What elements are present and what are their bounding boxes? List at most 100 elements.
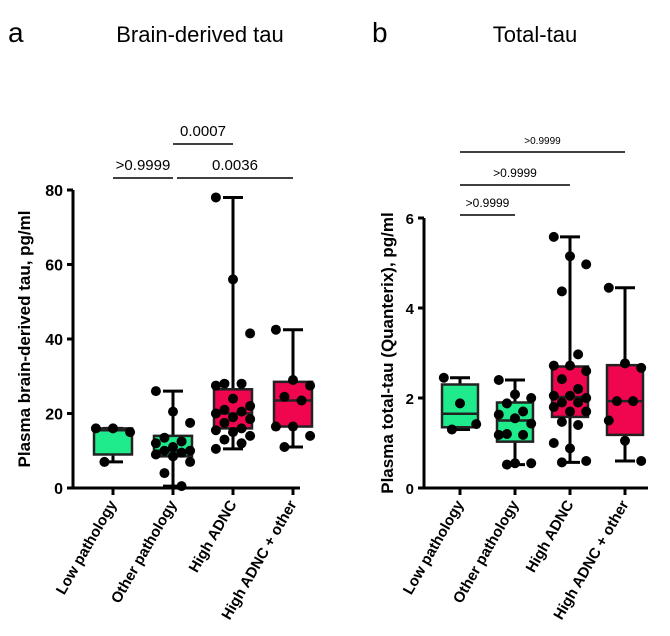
data-point xyxy=(176,447,187,458)
x-tick-label: Other pathology xyxy=(108,497,181,606)
data-point xyxy=(159,468,170,479)
data-point xyxy=(150,438,161,449)
panel-a: a Brain-derived tau 0 20 40 60 80 Plasma brain-… xyxy=(8,17,316,623)
data-point xyxy=(270,421,281,432)
data-point xyxy=(296,395,307,406)
data-point xyxy=(518,406,529,417)
data-point xyxy=(556,374,567,385)
data-point xyxy=(219,404,230,415)
data-point xyxy=(236,423,247,434)
data-point xyxy=(236,438,247,449)
data-point xyxy=(565,443,575,454)
data-point xyxy=(446,424,457,435)
data-point xyxy=(219,417,230,428)
data-point xyxy=(210,380,221,391)
data-point xyxy=(210,192,221,203)
x-tick-label: Low pathology xyxy=(53,497,121,598)
data-point xyxy=(636,362,647,373)
y-axis-label: Plasma brain-derived tau, pg/ml xyxy=(15,211,34,468)
data-point xyxy=(228,274,238,285)
data-point xyxy=(548,390,559,401)
data-point xyxy=(493,429,504,440)
data-point xyxy=(581,406,592,417)
data-point xyxy=(305,430,316,441)
data-point xyxy=(603,282,614,293)
box-3 xyxy=(270,324,316,453)
data-point xyxy=(573,349,584,360)
data-point xyxy=(581,366,592,376)
data-point xyxy=(573,420,584,430)
data-point xyxy=(168,406,178,417)
data-point xyxy=(228,427,238,438)
data-point xyxy=(501,459,512,470)
data-point xyxy=(581,259,592,270)
data-point xyxy=(471,419,482,430)
data-point xyxy=(438,372,449,383)
data-point xyxy=(636,456,647,466)
data-point xyxy=(228,393,238,404)
y-tick-label: 4 xyxy=(406,301,415,318)
data-point xyxy=(288,421,298,432)
box-1 xyxy=(493,375,537,470)
panel-label: a xyxy=(8,17,24,48)
p-value-label: 0.0007 xyxy=(180,123,226,140)
y-tick-label: 40 xyxy=(45,332,63,349)
data-point xyxy=(501,398,512,409)
data-point xyxy=(236,378,247,389)
data-point xyxy=(620,435,630,446)
chart-title: Total-tau xyxy=(493,22,577,47)
data-point xyxy=(548,231,559,242)
data-point xyxy=(556,416,567,427)
data-point xyxy=(565,406,575,417)
y-tick-label: 80 xyxy=(45,183,63,200)
data-point xyxy=(279,442,290,453)
data-point xyxy=(236,406,247,417)
data-point xyxy=(245,430,256,441)
data-point xyxy=(125,427,136,438)
data-point xyxy=(305,380,316,391)
data-point xyxy=(493,409,504,420)
data-point xyxy=(581,393,592,403)
y-tick-label: 2 xyxy=(406,391,414,408)
data-point xyxy=(245,414,256,425)
data-point xyxy=(185,445,196,456)
data-point xyxy=(510,389,520,400)
box-0 xyxy=(90,423,136,467)
chart-title: Brain-derived tau xyxy=(116,22,284,47)
data-point xyxy=(510,458,520,469)
data-point xyxy=(90,423,101,434)
data-point xyxy=(159,432,170,443)
data-point xyxy=(510,413,520,424)
p-value-label: >0.9999 xyxy=(466,196,510,210)
y-axis-label: Plasma total-tau (Quanterix), pg/ml xyxy=(378,212,397,494)
panel-b: b Total-tau 0 2 4 6 Plasma total-tau (Quanteri… xyxy=(372,17,648,623)
data-point xyxy=(159,445,170,456)
data-point xyxy=(99,456,110,467)
y-tick-label: 0 xyxy=(54,481,63,498)
data-point xyxy=(565,390,575,401)
box-1 xyxy=(150,386,196,492)
data-point xyxy=(168,451,178,462)
x-tick-label: High ADNC xyxy=(523,497,578,575)
data-point xyxy=(150,386,161,397)
y-tick-label: 20 xyxy=(45,407,63,424)
box-2 xyxy=(210,192,256,454)
data-point xyxy=(210,443,221,454)
data-point xyxy=(501,429,512,439)
data-point xyxy=(526,418,537,429)
box-3 xyxy=(603,282,647,466)
y-tick-label: 6 xyxy=(406,211,414,228)
data-point xyxy=(210,408,221,419)
data-point xyxy=(219,378,230,389)
x-tick-label: High ADNC xyxy=(186,497,241,575)
panel-label: b xyxy=(372,17,388,48)
data-point xyxy=(518,429,529,440)
data-point xyxy=(210,425,221,436)
data-point xyxy=(548,438,559,448)
p-value-label: >0.9999 xyxy=(116,157,171,174)
p-value-label: 0.0036 xyxy=(212,157,258,174)
data-point xyxy=(185,456,196,467)
data-point xyxy=(565,251,575,262)
data-point xyxy=(526,393,537,403)
